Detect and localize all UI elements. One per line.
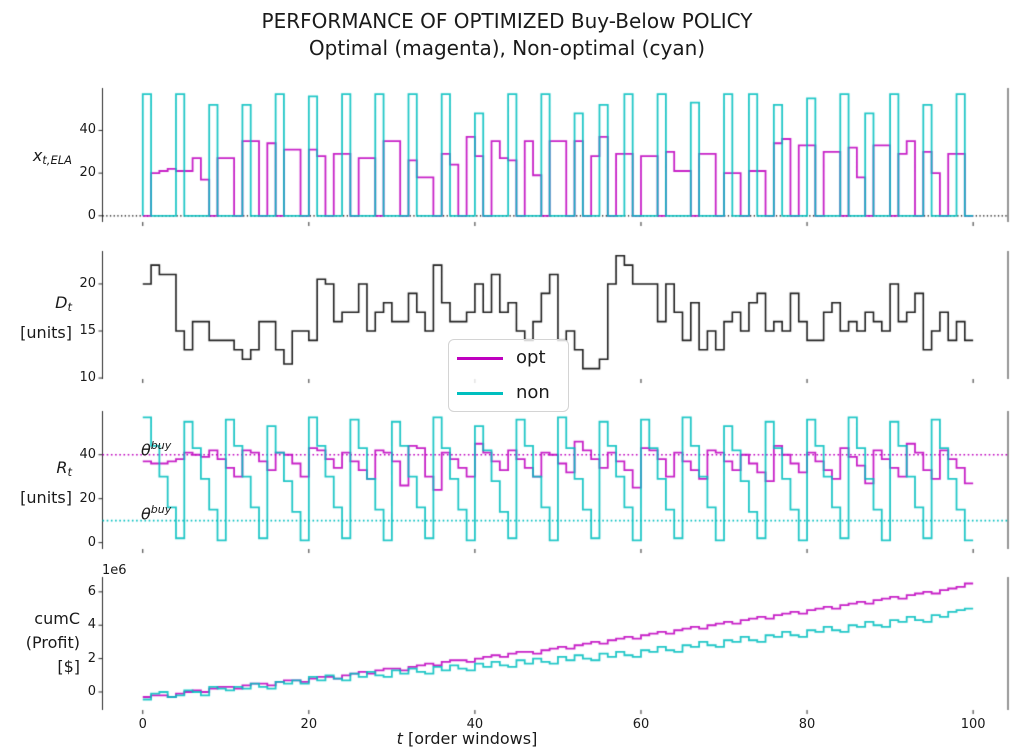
theta-buy-non-annotation: θbuy — [141, 503, 172, 524]
y-tick-label: 40 — [79, 446, 96, 462]
y-tick-label: 15 — [79, 323, 96, 338]
figure-title-line2: Optimal (magenta), Non-optimal (cyan) — [308, 36, 706, 60]
figure-title-line1: PERFORMANCE OF OPTIMIZED Buy-Below POLIC… — [261, 9, 753, 33]
x-tick-label: 80 — [798, 717, 816, 732]
x-tick-label: 20 — [300, 717, 318, 732]
legend-item-non: non — [457, 384, 558, 402]
y-tick-label: 0 — [87, 534, 96, 550]
y-tick-label: 20 — [79, 165, 96, 181]
y-tick-label: 0 — [87, 207, 96, 223]
figure-title: PERFORMANCE OF OPTIMIZED Buy-Below POLIC… — [0, 8, 1014, 62]
x-tick-label: 40 — [466, 717, 484, 732]
y-tick-label: 0 — [87, 683, 96, 699]
y-axis-offset-text: 1e6 — [102, 563, 127, 578]
ylabel-demand: Dt [units] — [20, 293, 72, 342]
x-axis-label: t [order windows] — [396, 729, 538, 748]
y-tick-label: 2 — [87, 650, 96, 666]
theta-buy-opt-annotation: θbuy — [141, 439, 172, 460]
y-tick-label: 20 — [79, 490, 96, 506]
x-tick-label: 100 — [960, 717, 986, 732]
legend: opt non — [448, 339, 569, 412]
legend-label-non: non — [516, 382, 550, 403]
ylabel-inventory: Rt [units] — [20, 458, 72, 507]
y-tick-label: 40 — [79, 122, 96, 138]
y-tick-label: 6 — [87, 583, 96, 599]
y-tick-label: 4 — [87, 617, 96, 633]
ylabel-cum-profit: cumC (Profit) [$] — [25, 609, 80, 676]
ylabel-ela: xt,ELA — [32, 146, 72, 167]
legend-line-opt — [457, 356, 503, 360]
x-tick-label: 60 — [632, 717, 650, 732]
legend-line-non — [457, 391, 503, 395]
y-tick-label: 10 — [79, 370, 96, 386]
legend-item-opt: opt — [457, 349, 558, 367]
legend-label-opt: opt — [516, 347, 546, 368]
y-tick-label: 20 — [79, 275, 96, 291]
x-tick-label: 0 — [138, 717, 147, 732]
